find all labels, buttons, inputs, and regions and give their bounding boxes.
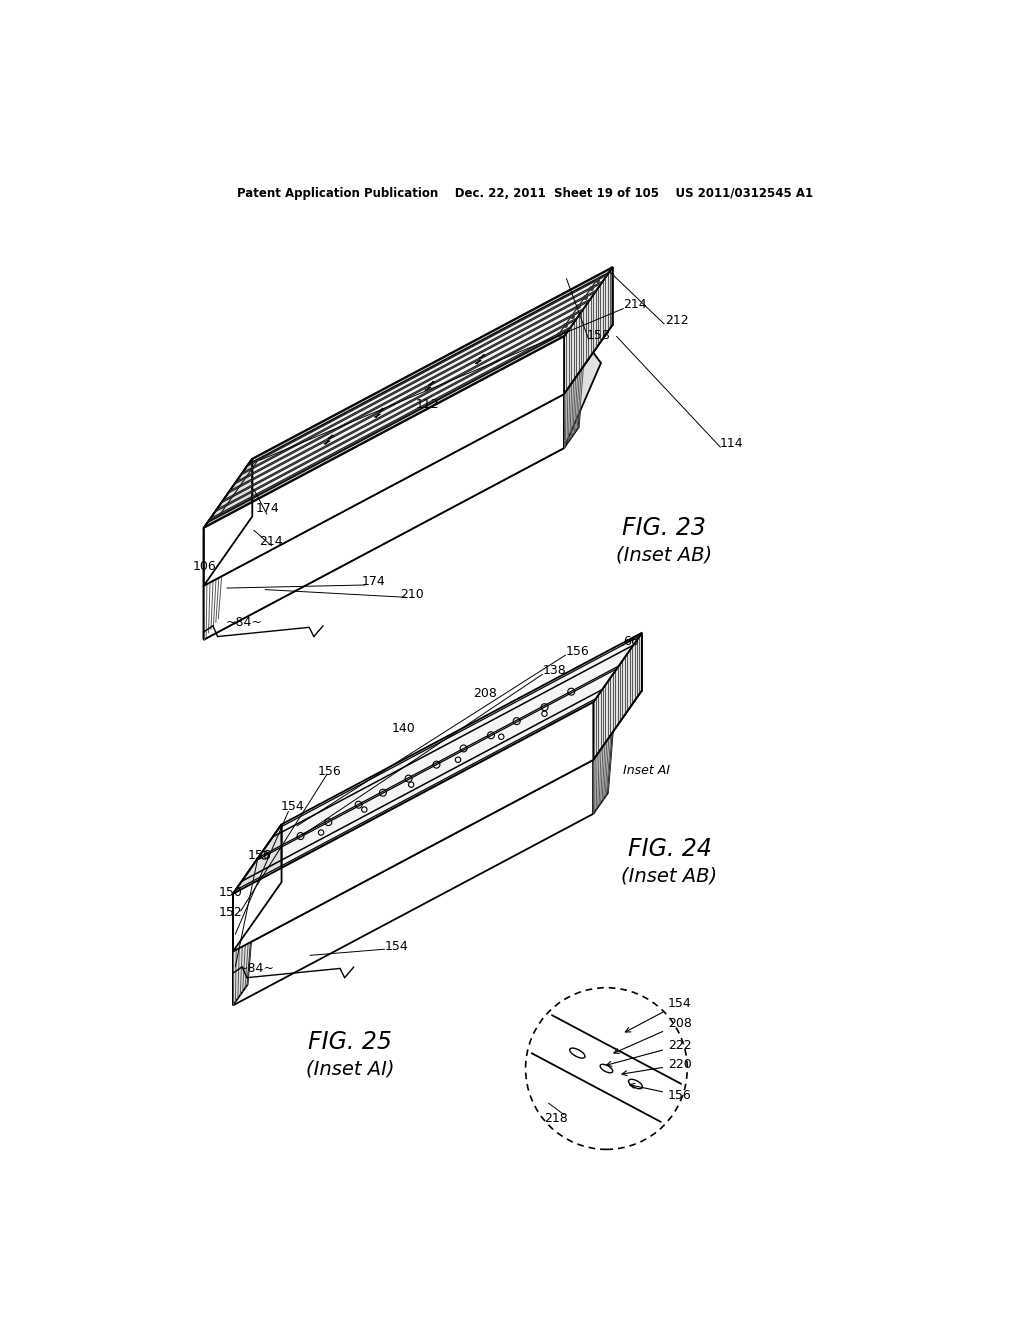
Text: 212: 212 [666,314,689,326]
Polygon shape [593,632,642,760]
Text: 156: 156 [317,764,341,777]
Polygon shape [564,352,601,447]
Text: 152: 152 [219,907,243,920]
Polygon shape [204,395,564,640]
Text: 208: 208 [473,686,497,700]
Polygon shape [564,267,612,395]
Text: 214: 214 [259,536,283,548]
Text: 156: 156 [565,644,589,657]
Text: 106: 106 [193,560,216,573]
Polygon shape [233,825,282,952]
Text: 158: 158 [587,329,610,342]
Polygon shape [233,632,642,894]
Text: 140: 140 [392,722,416,735]
Text: 114: 114 [719,437,743,450]
Text: 112: 112 [415,399,439,412]
Polygon shape [204,352,593,586]
Text: (Inset AI): (Inset AI) [306,1060,394,1078]
Polygon shape [233,760,593,1006]
Text: 154: 154 [281,800,304,813]
Text: ~84~: ~84~ [226,616,263,630]
Text: 218: 218 [545,1111,568,1125]
Text: 174: 174 [256,502,280,515]
Text: 66: 66 [624,635,639,648]
Text: 156: 156 [248,849,271,862]
Text: 214: 214 [623,298,647,312]
Text: 208: 208 [614,1018,692,1053]
Text: 210: 210 [399,587,424,601]
Text: 154: 154 [626,997,692,1032]
Polygon shape [204,558,223,640]
Text: FIG. 25: FIG. 25 [308,1031,392,1055]
Text: 154: 154 [384,940,409,953]
Text: Inset AI: Inset AI [623,764,670,777]
Text: (Inset AB): (Inset AB) [622,866,718,886]
Polygon shape [233,702,593,952]
Polygon shape [204,337,564,586]
Polygon shape [233,924,252,1006]
Polygon shape [204,395,564,640]
Text: 156: 156 [630,1084,692,1102]
Text: (Inset AB): (Inset AB) [616,545,713,565]
Text: ~84~: ~84~ [238,962,274,975]
Text: FIG. 23: FIG. 23 [623,516,707,540]
Text: 150: 150 [219,886,243,899]
Polygon shape [204,267,612,528]
Text: 222: 222 [606,1039,691,1067]
Polygon shape [593,733,612,814]
Text: 174: 174 [361,576,385,589]
Text: 138: 138 [542,664,566,677]
Polygon shape [564,367,584,447]
Text: 220: 220 [622,1059,692,1076]
Circle shape [525,987,687,1150]
Polygon shape [204,458,252,586]
Text: Patent Application Publication    Dec. 22, 2011  Sheet 19 of 105    US 2011/0312: Patent Application Publication Dec. 22, … [237,186,813,199]
Text: FIG. 24: FIG. 24 [628,837,712,861]
